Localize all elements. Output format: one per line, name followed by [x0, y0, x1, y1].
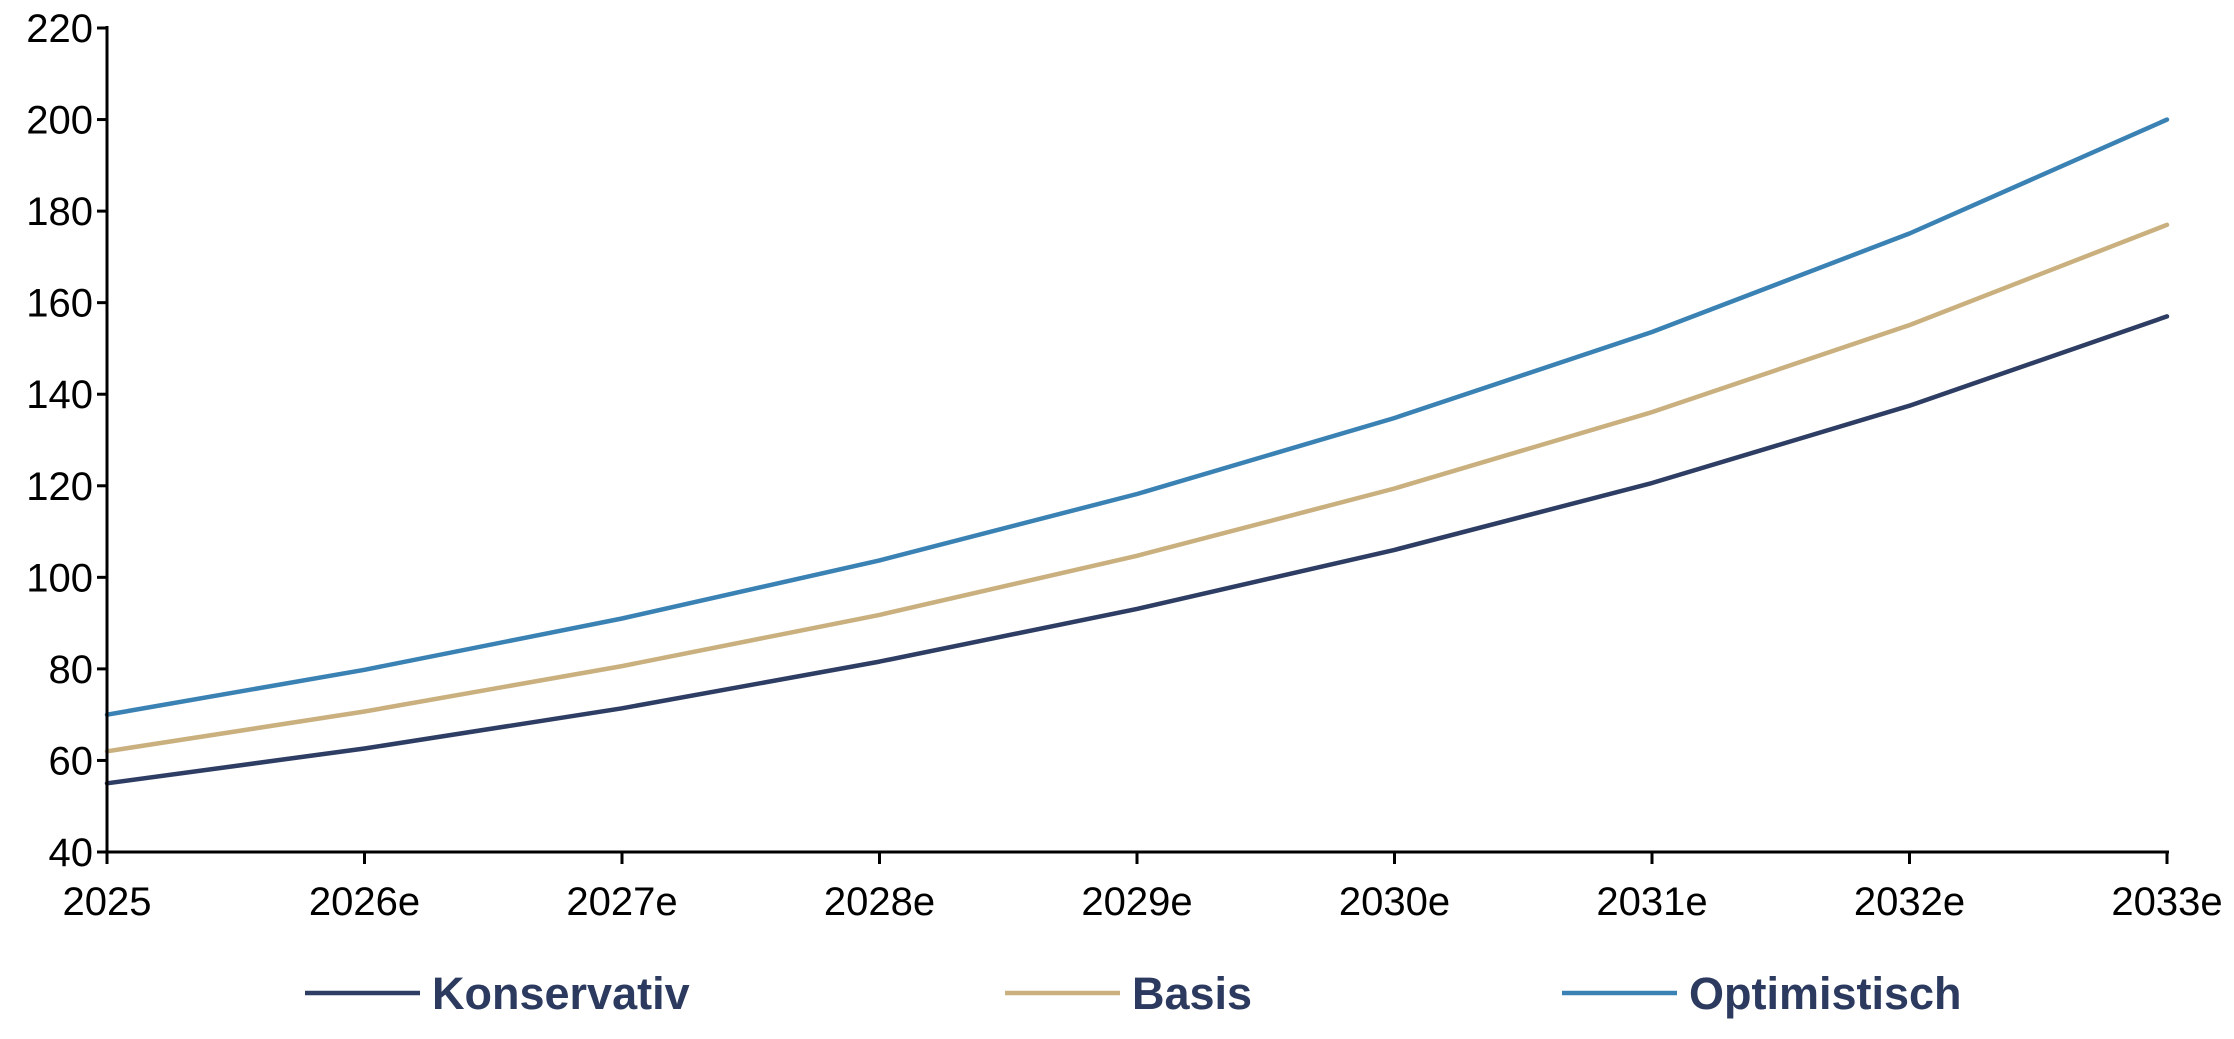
x-tick-label: 2031e	[1596, 880, 1707, 924]
y-tick-label: 180	[26, 190, 93, 234]
x-tick-label: 2028e	[824, 880, 935, 924]
y-tick-label: 220	[26, 7, 93, 51]
x-axis-ticks: 2025 2026e 2027e 2028e 2029e 2030e 2031e 2032e 2…	[63, 852, 2223, 924]
legend: Konservativ Basis Optimistisch	[305, 968, 1962, 1019]
y-tick-label: 160	[26, 282, 93, 326]
x-tick-label: 2032e	[1854, 880, 1965, 924]
axes	[105, 26, 2169, 854]
series-line-optimistisch	[104, 117, 2170, 717]
x-tick-label: 2030e	[1339, 880, 1450, 924]
x-tick-label: 2033e	[2111, 880, 2222, 924]
y-tick-label: 40	[49, 831, 94, 875]
y-tick-label: 80	[49, 648, 94, 692]
y-tick-label: 140	[26, 373, 93, 417]
y-tick-label: 120	[26, 465, 93, 509]
y-tick-label: 100	[26, 556, 93, 600]
legend-label-optimistisch: Optimistisch	[1689, 968, 1962, 1019]
y-tick-label: 60	[49, 739, 94, 783]
legend-label-konservativ: Konservativ	[432, 968, 690, 1019]
series-line-basis	[104, 222, 2170, 754]
y-axis-ticks: 40 60 80 100 120 140 160 180 200 220	[26, 7, 107, 875]
x-tick-label: 2025	[63, 880, 152, 924]
y-tick-label: 200	[26, 99, 93, 143]
x-tick-label: 2027e	[566, 880, 677, 924]
series-line-konservativ	[104, 314, 2170, 786]
series-lines	[104, 117, 2170, 786]
legend-label-basis: Basis	[1132, 968, 1252, 1019]
x-tick-label: 2029e	[1081, 880, 1192, 924]
x-tick-label: 2026e	[309, 880, 420, 924]
